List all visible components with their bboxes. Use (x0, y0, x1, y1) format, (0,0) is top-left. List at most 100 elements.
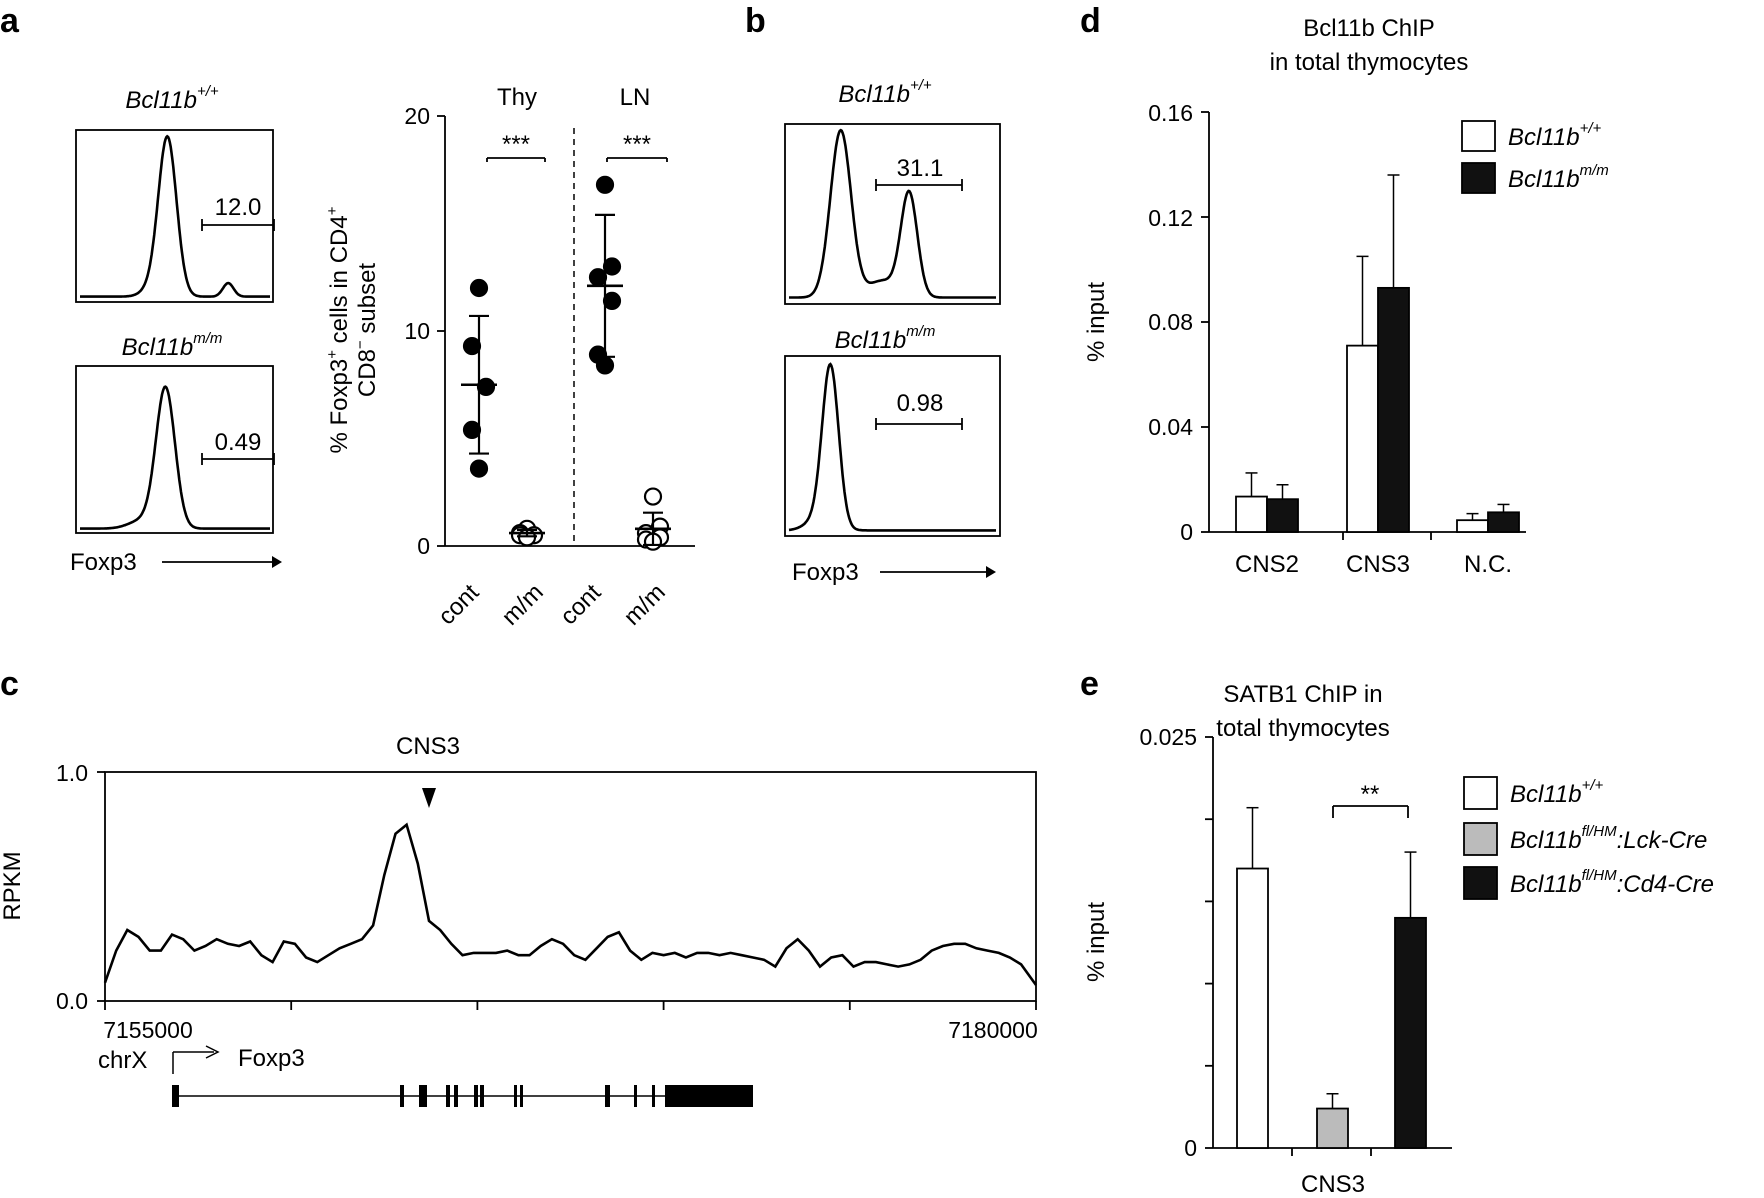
gate-a1 (201, 219, 275, 231)
bar (1235, 495, 1268, 533)
x-tick-label-ln-cont: cont (555, 579, 606, 630)
chart-title-d-line1: Bcl11b ChIP (1303, 15, 1435, 42)
gene-label: Foxp3 (238, 1045, 305, 1072)
x-axis-label-b: Foxp3 (792, 559, 859, 586)
tss-arrow (172, 1045, 220, 1074)
histogram-frame-b2 (784, 355, 1001, 537)
panel-a-scatter: 20 10 0 Thy LN *** *** % Foxp3+ cells in… (324, 84, 695, 631)
panel-e-bar: SATB1 ChIP in total thymocytes 0.025 0 %… (1083, 681, 1714, 1198)
bars-e (1236, 806, 1427, 1149)
bar (1316, 1107, 1349, 1149)
panel-d-bar: Bcl11b ChIP in total thymocytes 0.16 0.1… (1083, 15, 1609, 578)
track-frame (104, 771, 1037, 1002)
sig-label-ln: *** (623, 131, 651, 158)
x-axis-arrow-a (162, 556, 282, 568)
legend-swatch-e-lck (1463, 822, 1498, 856)
y-tick-label-0-c: 0.0 (56, 988, 88, 1014)
y-tick-label-10: 10 (404, 318, 430, 344)
data-point (602, 257, 622, 276)
x-tick-label-start: 7155000 (103, 1017, 193, 1043)
scatter-marks-a (461, 175, 671, 551)
gate-a2 (201, 453, 275, 465)
x-tick-label-thy-cont: cont (433, 579, 484, 630)
sig-bracket-e (1332, 805, 1409, 818)
histogram-frame-b1 (784, 123, 1001, 305)
y-ticks-d (1201, 111, 1432, 540)
panel-c-track: CNS3 1.0 0.0 RPKM 7155000 7180000 chrX F… (0, 733, 1038, 1107)
panel-a-flow: Bcl11b+/+ 12.0 Bcl11bm/m 0.49 Foxp3 (70, 83, 282, 576)
panel-label-c: c (0, 665, 19, 703)
bar (1266, 498, 1299, 533)
legend-swatch-e-wt (1463, 776, 1498, 810)
chart-title-e-line2: total thymocytes (1216, 715, 1389, 742)
y-axis-label-e: % input (1083, 902, 1110, 982)
bars-d (1235, 174, 1520, 533)
histogram-curve-a2 (80, 385, 270, 530)
genotype-label-a2: Bcl11bm/m (122, 330, 223, 361)
data-point (469, 278, 489, 298)
x-axis-label-a: Foxp3 (70, 549, 137, 576)
legend-label-e-wt: Bcl11b+/+ (1510, 777, 1604, 808)
genotype-label-a1: Bcl11b+/+ (125, 83, 219, 114)
x-tick-label-nc: N.C. (1464, 551, 1512, 578)
group-label-thy: Thy (497, 84, 537, 111)
y-axis-label-d: % input (1083, 282, 1110, 362)
panel-label-a: a (0, 2, 20, 40)
genotype-label-b1: Bcl11b+/+ (838, 77, 932, 108)
y-tick-label-0025: 0.025 (1139, 724, 1197, 750)
legend-label-d-mm: Bcl11bm/m (1508, 162, 1609, 193)
x-axis-arrow-b (880, 566, 996, 578)
gene-model (172, 1085, 753, 1107)
data-point (462, 336, 482, 356)
histogram-curve-b2 (788, 362, 996, 532)
x-tick-label-ln-mm: m/m (619, 579, 671, 631)
track-title: CNS3 (396, 733, 460, 760)
data-point (643, 487, 663, 506)
bar (1487, 511, 1520, 533)
legend-label-d-wt: Bcl11b+/+ (1508, 120, 1602, 151)
y-tick-label-0: 0 (417, 533, 430, 559)
panel-label-d: d (1080, 2, 1101, 40)
bar (1456, 519, 1489, 533)
x-tick-label-cns3-d: CNS3 (1346, 551, 1410, 578)
data-point (602, 291, 622, 310)
y-tick-label-0-e: 0 (1184, 1135, 1197, 1161)
gate-b1 (875, 179, 963, 191)
sig-label-e: ** (1361, 781, 1380, 808)
histogram-frame-a1 (75, 129, 274, 303)
gate-b2 (875, 418, 963, 430)
sig-label-thy: *** (502, 131, 530, 158)
y-tick-label-1: 1.0 (56, 760, 88, 786)
y-tick-label-004: 0.04 (1148, 414, 1193, 440)
histogram-curve-a1 (80, 134, 270, 298)
group-label-ln: LN (620, 84, 651, 111)
y-ticks-a (437, 115, 445, 547)
bar (1236, 867, 1269, 1149)
panel-b-flow: Bcl11b+/+ 31.1 Bcl11bm/m 0.98 Foxp3 (784, 77, 1001, 586)
y-axis-label-a-line2: CD8− subset (352, 263, 381, 397)
x-ticks-c (97, 771, 1037, 1010)
data-point (588, 268, 608, 287)
legend-swatch-d-wt (1461, 120, 1496, 152)
x-tick-label-end: 7180000 (948, 1017, 1038, 1043)
histogram-curve-b1 (789, 128, 996, 299)
y-tick-label-008: 0.08 (1148, 309, 1193, 335)
legend-swatch-e-cd4 (1463, 866, 1498, 900)
histogram-frame-a2 (75, 365, 274, 534)
y-tick-label-20: 20 (404, 103, 430, 129)
gate-value-b1: 31.1 (897, 155, 944, 182)
panel-label-b: b (745, 2, 766, 40)
y-ticks-e (1205, 736, 1372, 1156)
data-point (476, 377, 496, 396)
legend-swatch-d-mm (1461, 162, 1496, 194)
data-point (469, 459, 489, 478)
bar (1346, 344, 1379, 533)
gate-value-a1: 12.0 (215, 194, 262, 221)
y-tick-label-016: 0.16 (1148, 100, 1193, 126)
chart-title-d-line2: in total thymocytes (1270, 49, 1469, 76)
y-tick-label-012: 0.12 (1148, 205, 1193, 231)
x-tick-label-cns3-e: CNS3 (1301, 1171, 1365, 1198)
chromosome-label: chrX (98, 1047, 147, 1074)
data-point (595, 175, 615, 194)
